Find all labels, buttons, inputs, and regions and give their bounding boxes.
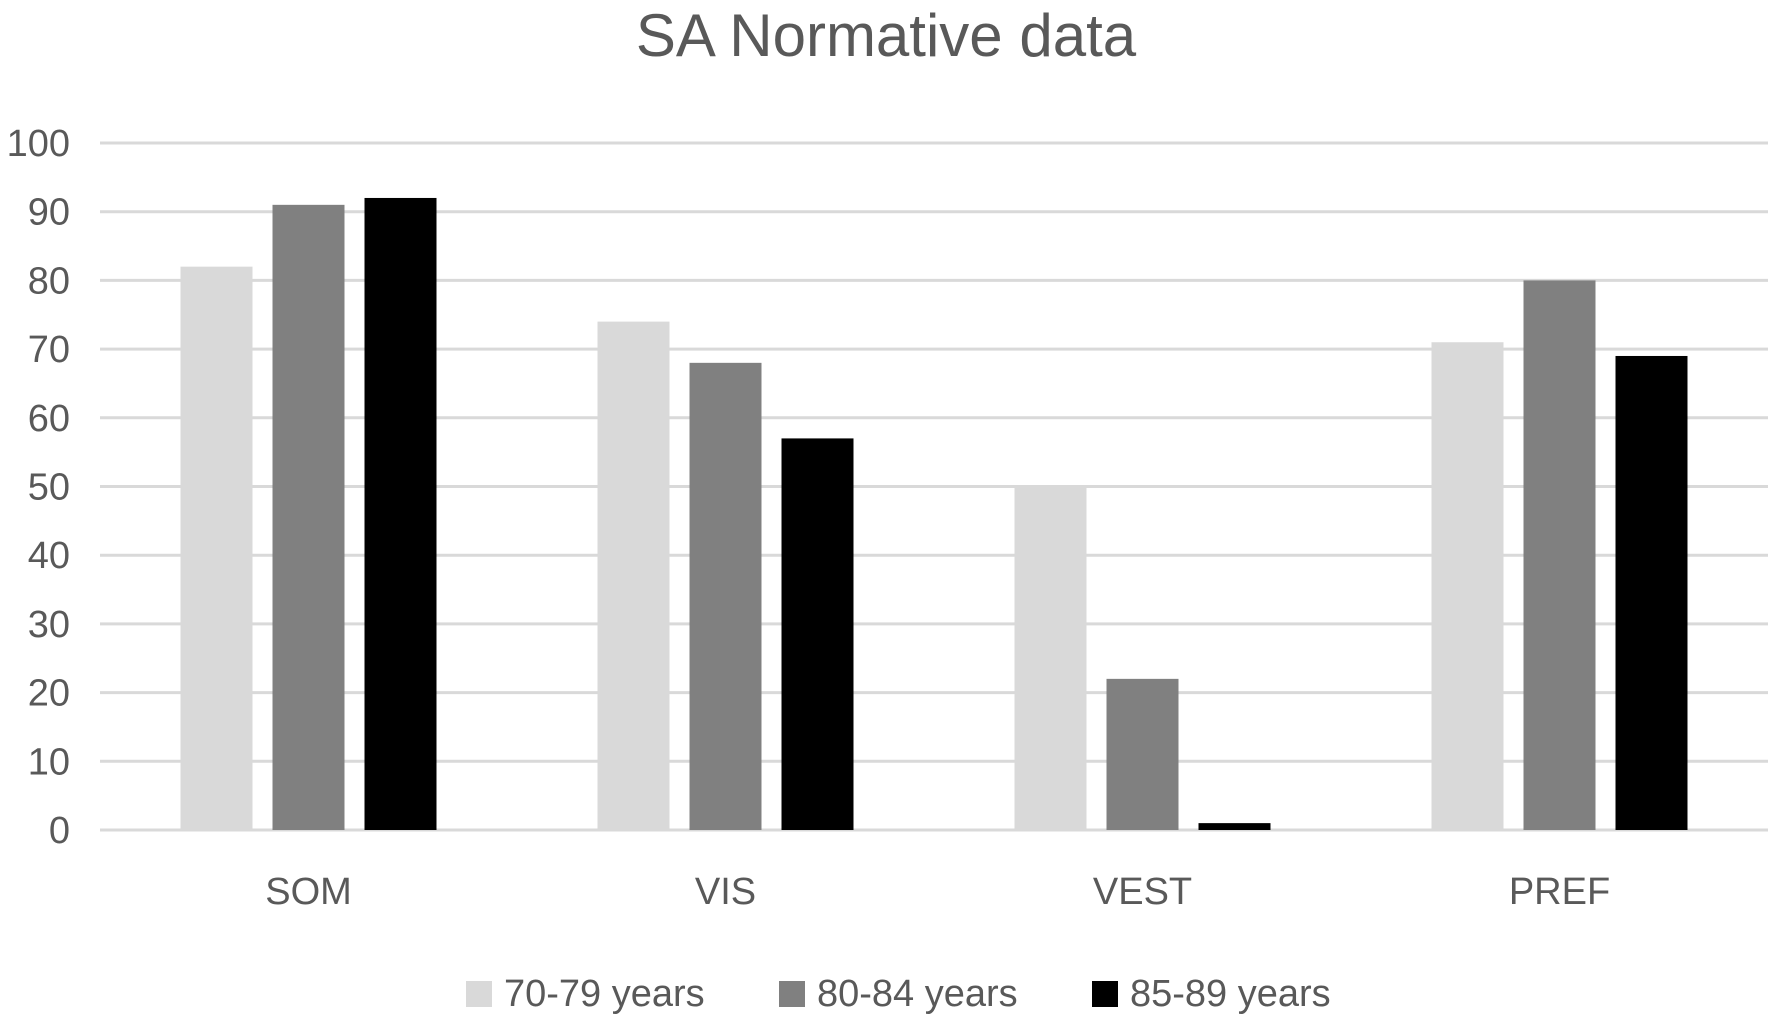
y-tick-label: 80 xyxy=(28,260,70,302)
x-category-label: VIS xyxy=(695,871,756,913)
legend-swatch xyxy=(466,981,492,1007)
y-tick-label: 50 xyxy=(28,467,70,509)
chart-title: SA Normative data xyxy=(636,2,1137,69)
legend-label: 80-84 years xyxy=(817,973,1018,1015)
bar-som-series-1 xyxy=(180,266,253,830)
bar-som-series-3 xyxy=(364,197,437,830)
legend-label: 85-89 years xyxy=(1130,973,1331,1015)
x-category-label: PREF xyxy=(1509,871,1610,913)
legend-swatch xyxy=(779,981,805,1007)
bar-vis-series-2 xyxy=(689,362,762,830)
y-tick-label: 70 xyxy=(28,329,70,371)
y-tick-label: 20 xyxy=(28,673,70,715)
gridlines xyxy=(100,141,1768,832)
y-tick-label: 10 xyxy=(28,741,70,783)
y-tick-label: 30 xyxy=(28,604,70,646)
bar-pref-series-2 xyxy=(1523,280,1596,830)
y-tick-label: 90 xyxy=(28,192,70,234)
y-tick-label: 100 xyxy=(7,123,70,165)
legend-swatch xyxy=(1092,981,1118,1007)
x-axis-category-labels: SOM VIS VEST PREF xyxy=(265,871,1610,913)
x-category-label: SOM xyxy=(265,871,352,913)
bar-vest-series-3 xyxy=(1198,823,1271,830)
y-tick-label: 0 xyxy=(49,810,70,852)
bar-pref-series-3 xyxy=(1615,355,1688,830)
y-tick-label: 60 xyxy=(28,398,70,440)
legend-label: 70-79 years xyxy=(504,973,705,1015)
bar-som-series-2 xyxy=(272,204,345,830)
bars xyxy=(180,197,1688,830)
x-category-label: VEST xyxy=(1093,871,1192,913)
bar-pref-series-1 xyxy=(1431,342,1504,830)
bar-vest-series-1 xyxy=(1014,486,1087,830)
legend: 70-79 years 80-84 years 85-89 years xyxy=(466,973,1331,1015)
bar-vest-series-2 xyxy=(1106,678,1179,830)
bar-vis-series-3 xyxy=(781,438,854,830)
y-tick-label: 40 xyxy=(28,535,70,577)
bar-vis-series-1 xyxy=(597,321,670,830)
y-axis-tick-labels: 0 10 20 30 40 50 60 70 80 90 100 xyxy=(7,123,70,852)
